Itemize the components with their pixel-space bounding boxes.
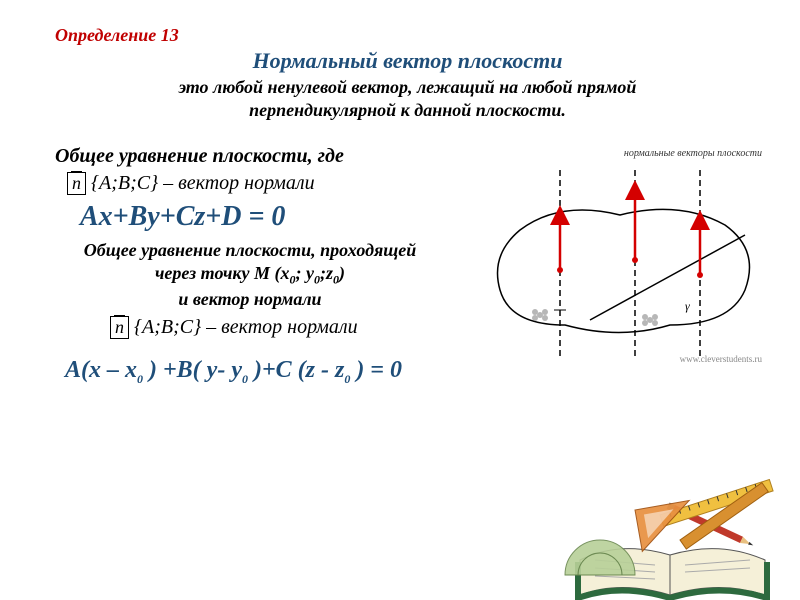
vector-n-letter: n: [72, 173, 81, 193]
block2-line3: и вектор нормали: [55, 288, 445, 311]
svg-text:γ: γ: [685, 299, 690, 313]
subtitle-line1: это любой ненулевой вектор, лежащий на л…: [55, 76, 760, 99]
normal-desc-1: {A;B;C} – вектор нормали: [91, 172, 315, 194]
definition-number: Определение 13: [55, 25, 760, 46]
normal-desc-2: {A;B;C} – вектор нормали: [134, 316, 358, 338]
title: Нормальный вектор плоскости: [55, 48, 760, 74]
subtitle-line2: перпендикулярной к данной плоскости.: [55, 99, 760, 122]
diagram-label: нормальные векторы плоскости: [624, 148, 762, 159]
image-credit: www.cleverstudents.ru: [680, 354, 762, 364]
point-equation-intro: Общее уравнение плоскости, проходящей че…: [55, 239, 445, 312]
vector-n-box-2: n: [110, 316, 129, 339]
block2-line1: Общее уравнение плоскости, проходящей: [55, 239, 445, 262]
normal-vectors-diagram: γ: [470, 160, 770, 370]
block2-line2: через точку M (x0; y0;z0): [55, 262, 445, 288]
vector-n-box: n: [67, 172, 86, 195]
vector-n-letter-2: n: [115, 317, 124, 337]
corner-illustration: [540, 460, 800, 600]
